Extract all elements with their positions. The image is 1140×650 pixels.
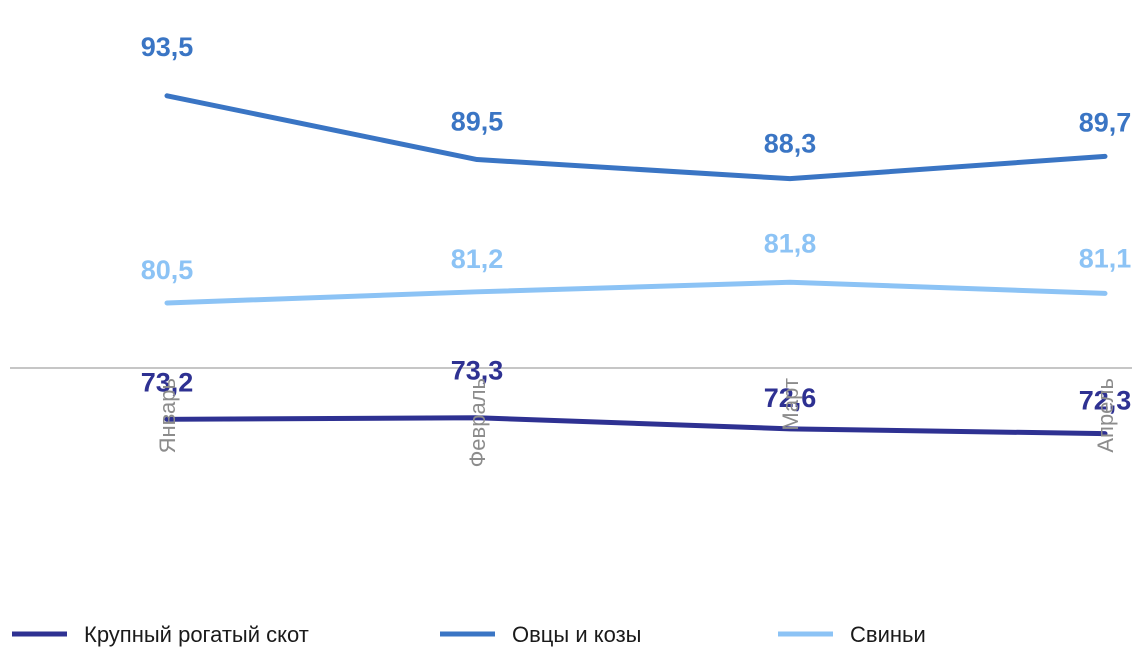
legend-item: Свиньи [778, 622, 926, 647]
data-label: 72,6 [764, 383, 817, 413]
series-layer [164, 93, 1108, 437]
legend-item: Овцы и козы [440, 622, 642, 647]
data-label: 73,2 [141, 367, 194, 397]
x-tick-label: Апрель [1093, 378, 1118, 453]
x-tick-labels: Январь Февраль Март Апрель [155, 378, 1118, 467]
legend: Крупный рогатый скот Овцы и козы Свиньи [12, 622, 926, 647]
x-tick-label: Январь [155, 378, 180, 453]
legend-label: Крупный рогатый скот [84, 622, 309, 647]
legend-item: Крупный рогатый скот [12, 622, 309, 647]
data-label: 88,3 [764, 129, 817, 159]
data-label: 89,5 [451, 107, 504, 137]
data-label: 93,5 [141, 32, 194, 62]
data-label: 81,1 [1079, 243, 1132, 273]
data-labels: 73,2 73,3 72,6 72,3 93,5 89,5 88,3 89,7 80,5 81,2… [141, 32, 1132, 416]
series-line [164, 279, 1108, 306]
data-label: 81,8 [764, 228, 817, 258]
legend-label: Свиньи [850, 622, 926, 647]
series-line [164, 415, 1108, 437]
data-label: 80,5 [141, 255, 194, 285]
data-label: 72,3 [1079, 386, 1132, 416]
series-line [164, 93, 1108, 182]
x-tick-label: Март [778, 378, 803, 431]
x-tick-label: Февраль [465, 378, 490, 467]
data-label: 89,7 [1079, 107, 1132, 137]
legend-label: Овцы и козы [512, 622, 642, 647]
data-label: 81,2 [451, 244, 504, 274]
data-label: 73,3 [451, 356, 504, 386]
